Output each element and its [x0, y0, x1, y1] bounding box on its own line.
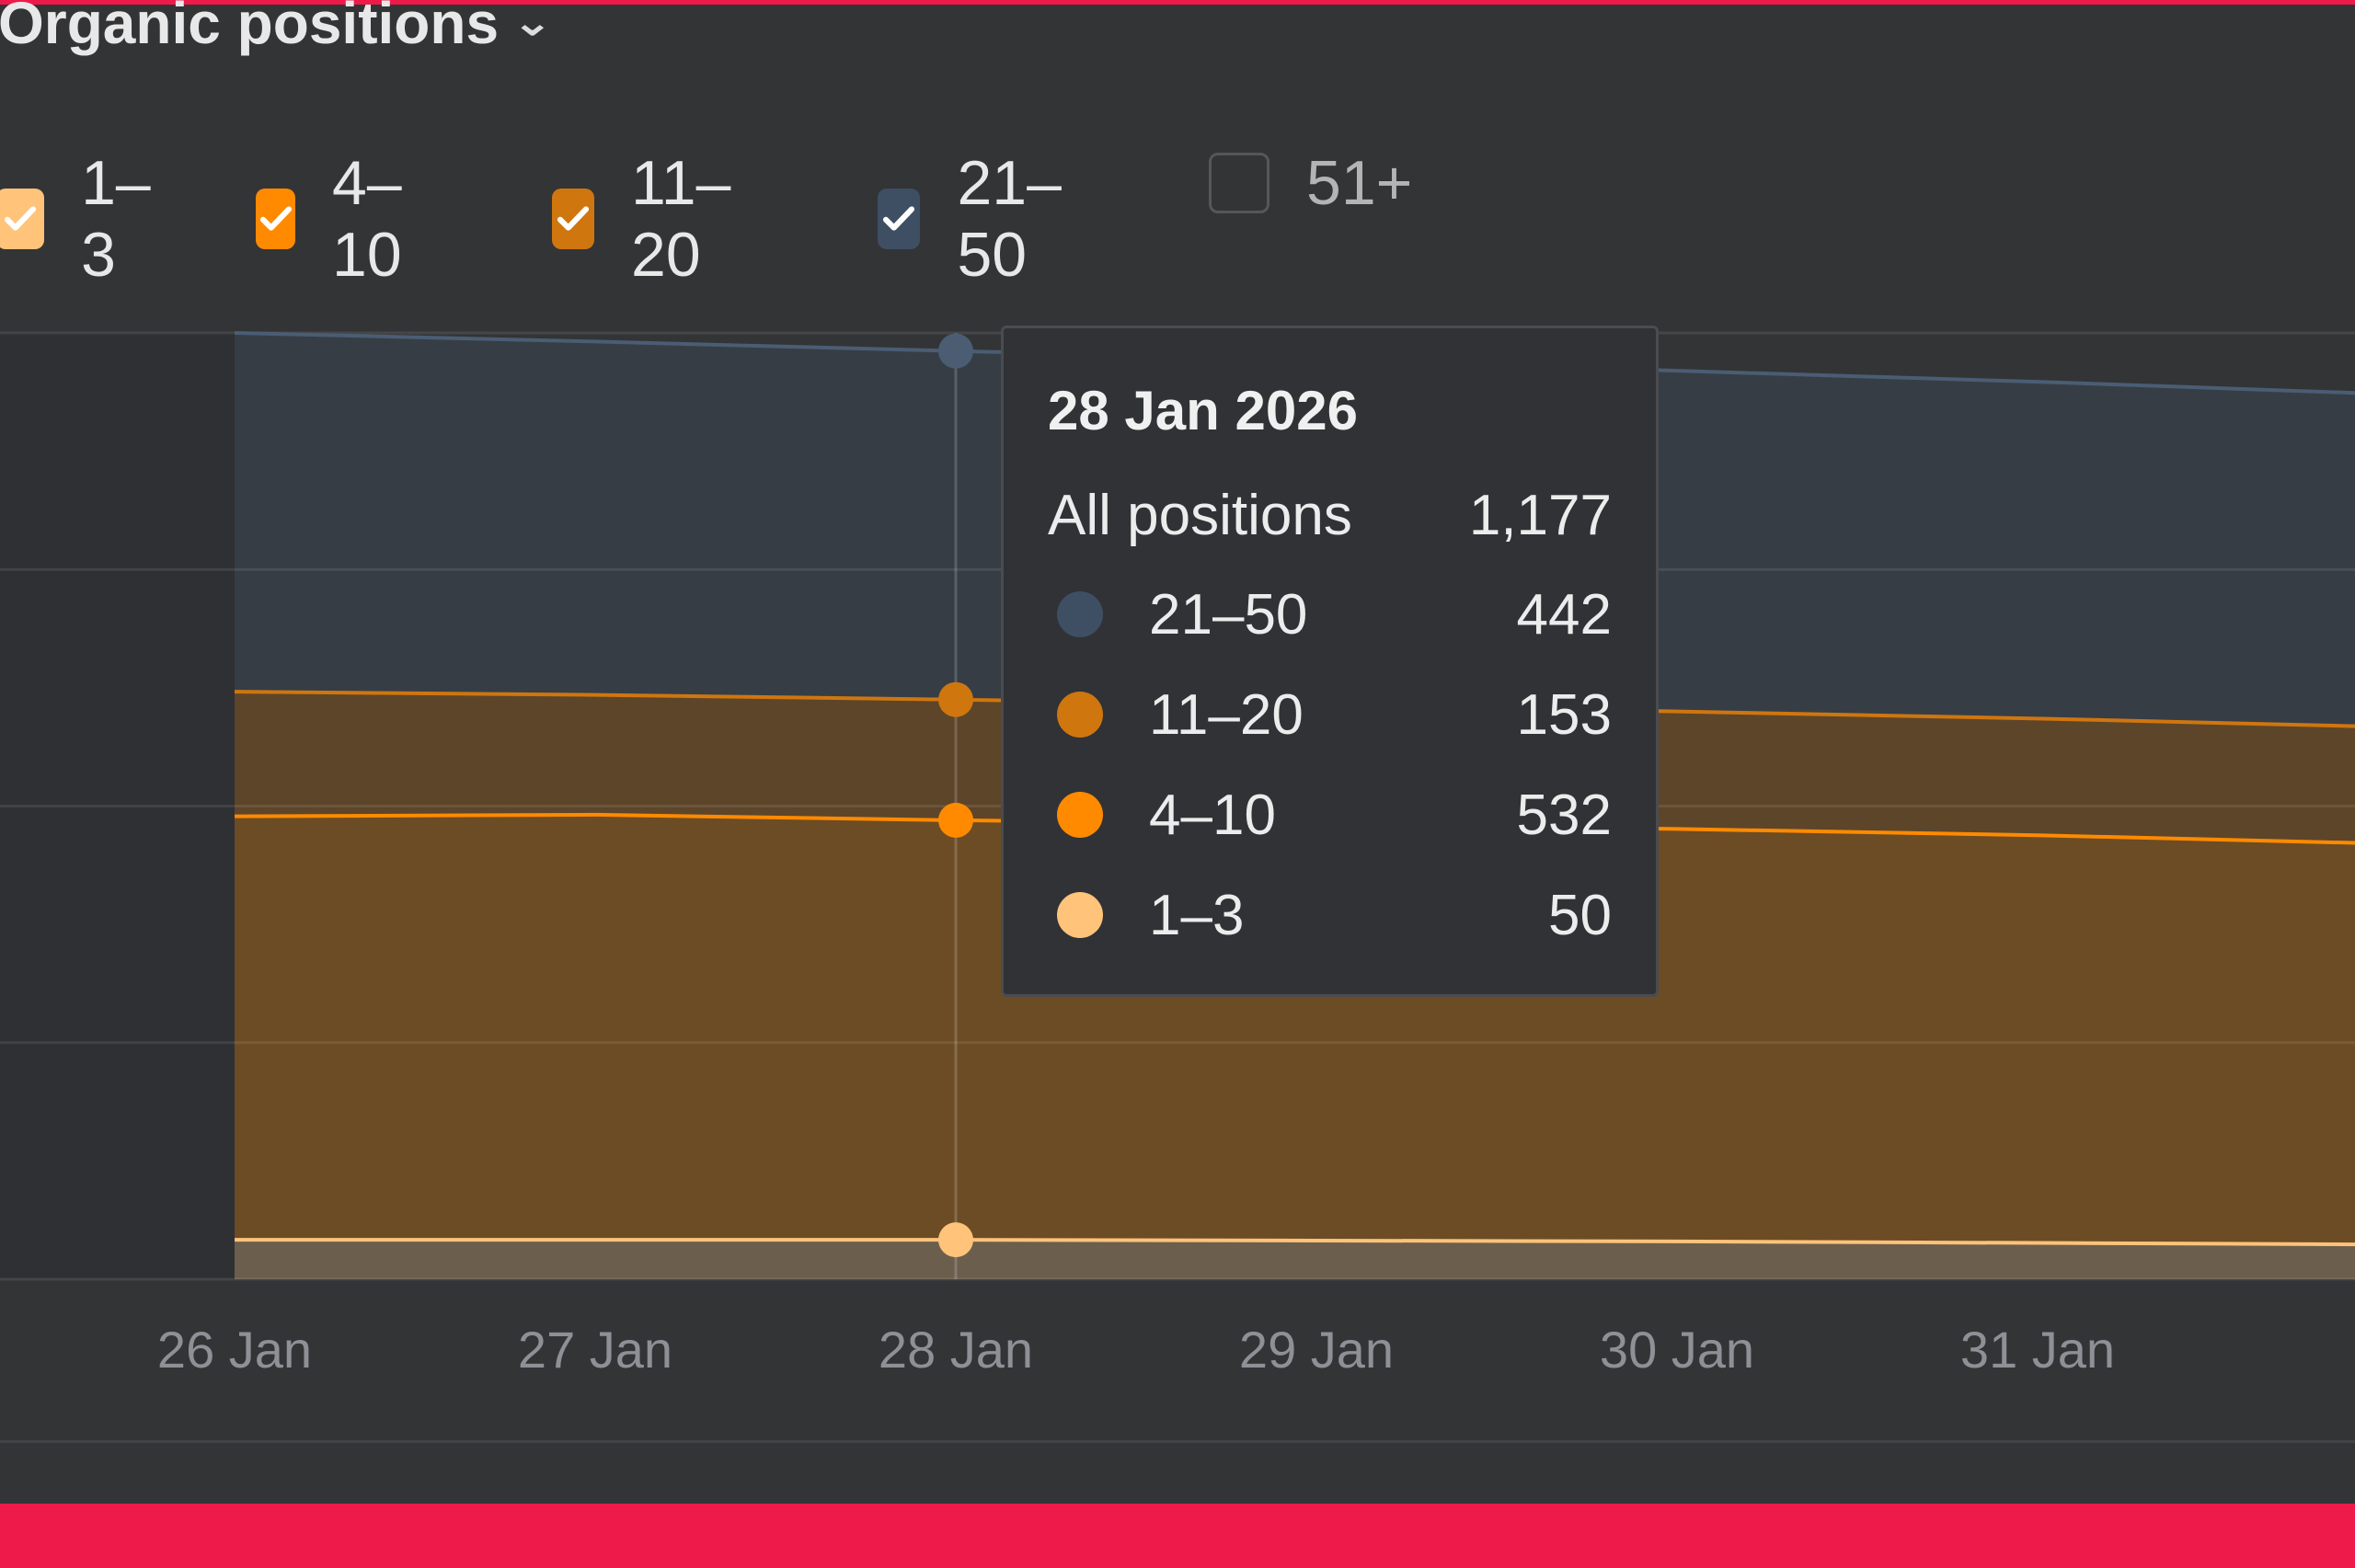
bottom-accent-bar: [0, 1504, 2355, 1568]
chart-title: Organic positions: [0, 0, 500, 56]
legend-item[interactable]: 51+: [1209, 147, 1412, 219]
series-color-dot: [1057, 692, 1103, 738]
divider: [0, 1440, 2355, 1443]
checkmark-icon: [883, 206, 915, 231]
data-point-1–3: [938, 1222, 973, 1258]
tooltip-series-label: 11–20: [1149, 682, 1304, 747]
series-line-1–3: [235, 1238, 2355, 1247]
tooltip-date: 28 Jan 2026: [1048, 380, 1358, 441]
tooltip-row: 21–50 442: [1048, 582, 1612, 647]
legend-checkbox[interactable]: [1209, 153, 1269, 213]
data-point-11–20: [938, 681, 973, 717]
tooltip-series-value: 532: [1516, 783, 1612, 847]
x-tick-label: 26 Jan: [156, 1321, 313, 1379]
tooltip-series-value: 153: [1516, 682, 1612, 747]
x-tick-label: 30 Jan: [1599, 1321, 1755, 1379]
tooltip-total-label: All positions: [1048, 483, 1352, 547]
tooltip-row: 4–10 532: [1048, 783, 1612, 847]
tooltip-series-label: 21–50: [1149, 582, 1308, 647]
area-1–3: [235, 1240, 2355, 1279]
series-color-dot: [1057, 892, 1103, 938]
data-point-21–50: [938, 333, 973, 369]
chevron-down-icon: ⌄: [512, 3, 553, 43]
legend-checkbox[interactable]: [256, 189, 296, 249]
legend-label: 51+: [1306, 148, 1413, 218]
tooltip-row: 1–3 50: [1048, 883, 1612, 947]
legend-label: 11–20: [631, 148, 731, 290]
tooltip-series-value: 50: [1548, 883, 1612, 947]
series-color-dot: [1057, 591, 1103, 637]
chart-tooltip: 28 Jan 2026 All positions 1,177 21–50 442…: [1001, 326, 1659, 997]
legend-item[interactable]: 21–50: [878, 147, 1079, 291]
legend-checkbox[interactable]: [878, 189, 921, 249]
legend-item[interactable]: 11–20: [552, 147, 749, 291]
x-tick-label: 28 Jan: [878, 1321, 1034, 1379]
tooltip-row: 11–20 153: [1048, 682, 1612, 747]
series-color-dot: [1057, 792, 1103, 838]
plot-left-padding: [0, 333, 235, 1279]
tooltip-series-value: 442: [1516, 582, 1612, 647]
legend-item[interactable]: 1–3: [0, 147, 164, 291]
tooltip-series-label: 4–10: [1149, 783, 1276, 847]
data-point-4–10: [938, 802, 973, 838]
chart-metric-dropdown[interactable]: Organic positions ⌄: [0, 0, 553, 57]
tooltip-series-label: 1–3: [1149, 883, 1245, 947]
legend-item[interactable]: 4–10: [256, 147, 423, 291]
tooltip-total-row: All positions 1,177: [1048, 483, 1612, 547]
x-tick-label: 27 Jan: [517, 1321, 673, 1379]
top-accent-bar: [0, 0, 2355, 5]
x-tick-label: 31 Jan: [1959, 1321, 2116, 1379]
checkmark-icon: [557, 206, 590, 231]
legend-checkbox[interactable]: [0, 189, 45, 249]
x-tick-label: 29 Jan: [1238, 1321, 1395, 1379]
legend-label: 1–3: [81, 148, 151, 290]
area-4–10: [235, 814, 2355, 1245]
legend-label: 4–10: [332, 148, 402, 290]
legend-checkbox[interactable]: [552, 189, 595, 249]
legend-label: 21–50: [957, 148, 1062, 290]
checkmark-icon: [4, 206, 37, 231]
tooltip-total-value: 1,177: [1468, 483, 1612, 547]
checkmark-icon: [259, 206, 292, 231]
